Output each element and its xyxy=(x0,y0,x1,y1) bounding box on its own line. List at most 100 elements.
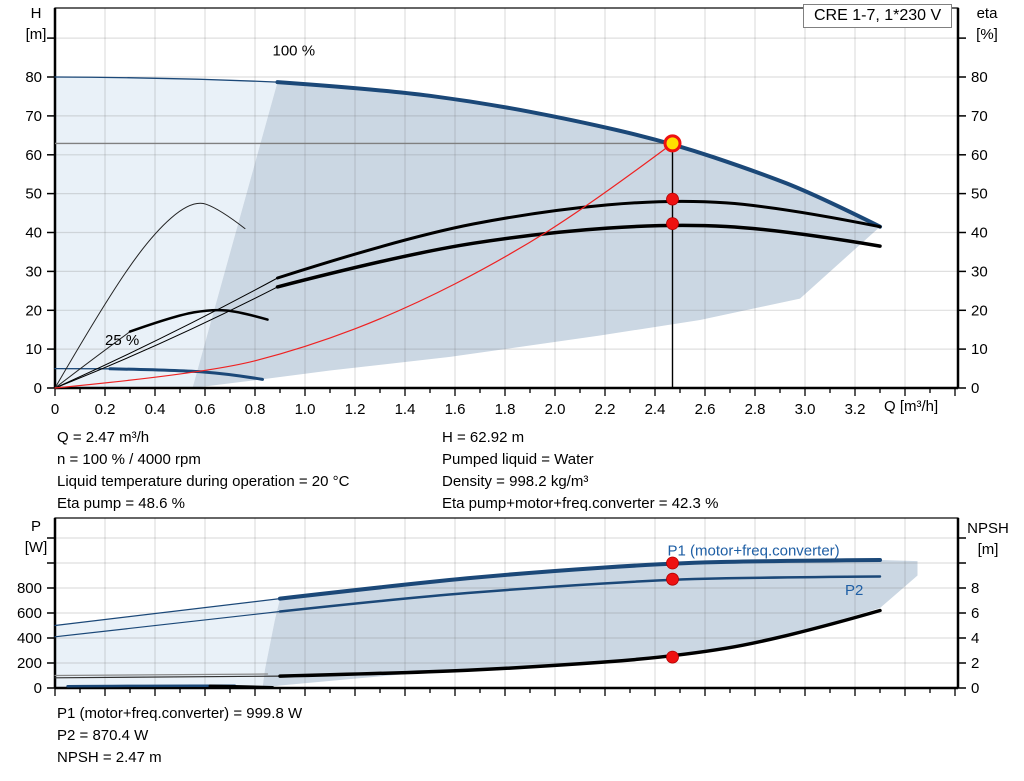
y-tick-label-right: 10 xyxy=(971,341,988,358)
x-tick-label: 0.2 xyxy=(95,401,116,418)
y-tick-label-right: 60 xyxy=(971,147,988,164)
y-tick-label-left: 20 xyxy=(25,302,42,319)
eta-axis-label-line2: [%] xyxy=(976,26,998,43)
h-axis-label: H [m] xyxy=(13,3,59,45)
qh-100 xyxy=(275,80,882,229)
eta-reduced2-thin xyxy=(54,331,131,389)
operating-point-dot xyxy=(666,556,679,570)
y-tick-label-right: 70 xyxy=(971,108,988,125)
power-envelope-dark xyxy=(262,560,918,688)
y-tick-label-left: 200 xyxy=(17,655,42,672)
y-tick-label-left: 600 xyxy=(17,605,42,622)
x-tick-label: 3.2 xyxy=(845,401,866,418)
label-p1: P1 (motor+freq.converter) xyxy=(668,543,840,560)
operating-point-info-right: H = 62.92 m Pumped liquid = Water Densit… xyxy=(442,427,718,515)
p2 xyxy=(278,575,882,613)
npsh-axis-label-line1: NPSH xyxy=(967,520,1009,537)
p1-25pct xyxy=(54,673,269,677)
eta-pump xyxy=(276,199,882,280)
info-density: Density = 998.2 kg/m³ xyxy=(442,473,589,490)
npsh xyxy=(278,608,882,678)
label-25pct: 25 % xyxy=(105,332,139,349)
p1-thin xyxy=(54,598,281,627)
npsh-axis-label-line2: [m] xyxy=(977,541,999,558)
q-axis-label: Q [m³/h] xyxy=(884,398,939,415)
x-tick-label: 0.4 xyxy=(145,401,166,418)
qh-25 xyxy=(108,367,264,381)
y-tick-label-right: 30 xyxy=(971,263,988,280)
h-axis-label-line2: [m] xyxy=(25,26,47,43)
npsh-axis-label: NPSH [m] xyxy=(958,518,1018,560)
y-tick-label-right: 0 xyxy=(971,380,979,397)
info-q: Q = 2.47 m³/h xyxy=(57,429,150,446)
y-tick-label-left: 800 xyxy=(17,580,42,597)
operating-point-dot xyxy=(666,192,679,206)
x-tick-label: 1.8 xyxy=(495,401,516,418)
envelope-light xyxy=(55,77,278,388)
info-head: H = 62.92 m xyxy=(442,429,525,446)
npsh-thin xyxy=(54,675,281,679)
speed-curve-red xyxy=(54,142,674,389)
x-tick-label: 3.0 xyxy=(795,401,816,418)
pump-title: CRE 1-7, 1*230 V xyxy=(814,7,942,24)
label-100pct: 100 % xyxy=(273,43,316,60)
eta-reduced-thin xyxy=(54,202,246,389)
p2-thin xyxy=(54,610,281,638)
x-tick-label: 0.6 xyxy=(195,401,216,418)
y-tick-label-left: 50 xyxy=(25,186,42,203)
y-tick-label-left: 0 xyxy=(34,680,42,697)
eta-total xyxy=(275,223,882,289)
y-tick-label-right: 6 xyxy=(971,605,979,622)
y-tick-label-left: 400 xyxy=(17,630,42,647)
duty-point-marker[interactable] xyxy=(663,134,682,153)
operating-point-dot xyxy=(666,650,679,664)
p-axis-label-line1: P xyxy=(30,518,41,535)
operating-point-dot xyxy=(666,572,679,586)
y-tick-label-left: 70 xyxy=(25,108,42,125)
power-info: P1 (motor+freq.converter) = 999.8 W P2 =… xyxy=(57,703,302,769)
eta-total-thin xyxy=(54,286,278,389)
operating-point-dot xyxy=(666,217,679,231)
x-tick-label: 2.4 xyxy=(645,401,666,418)
p1 xyxy=(278,558,882,601)
x-tick-label: 0 xyxy=(51,401,59,418)
p2-25pct-black xyxy=(208,684,274,689)
label-p2: P2 xyxy=(845,582,863,599)
y-tick-label-right: 50 xyxy=(971,186,988,203)
x-tick-label: 1.0 xyxy=(295,401,316,418)
y-tick-label-right: 4 xyxy=(971,630,979,647)
x-tick-label: 2.8 xyxy=(745,401,766,418)
p-axis-label-line2: [W] xyxy=(24,539,48,556)
h-axis-label-line1: H xyxy=(30,5,42,22)
x-tick-label: 2.6 xyxy=(695,401,716,418)
y-tick-label-left: 40 xyxy=(25,225,42,242)
qh-100-thin xyxy=(54,76,279,83)
info-p2: P2 = 870.4 W xyxy=(57,727,149,744)
info-eta-total: Eta pump+motor+freq.converter = 42.3 % xyxy=(442,495,719,512)
y-tick-label-right: 8 xyxy=(971,580,979,597)
y-tick-label-left: 80 xyxy=(25,69,42,86)
info-p1: P1 (motor+freq.converter) = 999.8 W xyxy=(57,705,303,722)
info-liquid-temperature: Liquid temperature during operation = 20… xyxy=(57,473,350,490)
y-tick-label-right: 40 xyxy=(971,225,988,242)
info-npsh: NPSH = 2.47 m xyxy=(57,749,162,766)
y-tick-label-left: 0 xyxy=(34,380,42,397)
y-tick-label-left: 60 xyxy=(25,147,42,164)
info-eta-pump: Eta pump = 48.6 % xyxy=(57,495,185,512)
pump-title-box: CRE 1-7, 1*230 V xyxy=(803,4,953,28)
info-pumped-liquid: Pumped liquid = Water xyxy=(442,451,594,468)
x-tick-label: 2.2 xyxy=(595,401,616,418)
y-tick-label-left: 10 xyxy=(25,341,42,358)
x-tick-label: 1.6 xyxy=(445,401,466,418)
p-axis-label: P [W] xyxy=(13,516,59,558)
y-tick-label-right: 20 xyxy=(971,302,988,319)
x-tick-label: 2.0 xyxy=(545,401,566,418)
power-envelope-light xyxy=(55,599,280,688)
info-speed: n = 100 % / 4000 rpm xyxy=(57,451,201,468)
x-tick-label: 0.8 xyxy=(245,401,266,418)
eta-axis-label: eta [%] xyxy=(964,3,1010,45)
y-tick-label-right: 2 xyxy=(971,655,979,672)
operating-point-info-left: Q = 2.47 m³/h n = 100 % / 4000 rpm Liqui… xyxy=(57,427,349,515)
